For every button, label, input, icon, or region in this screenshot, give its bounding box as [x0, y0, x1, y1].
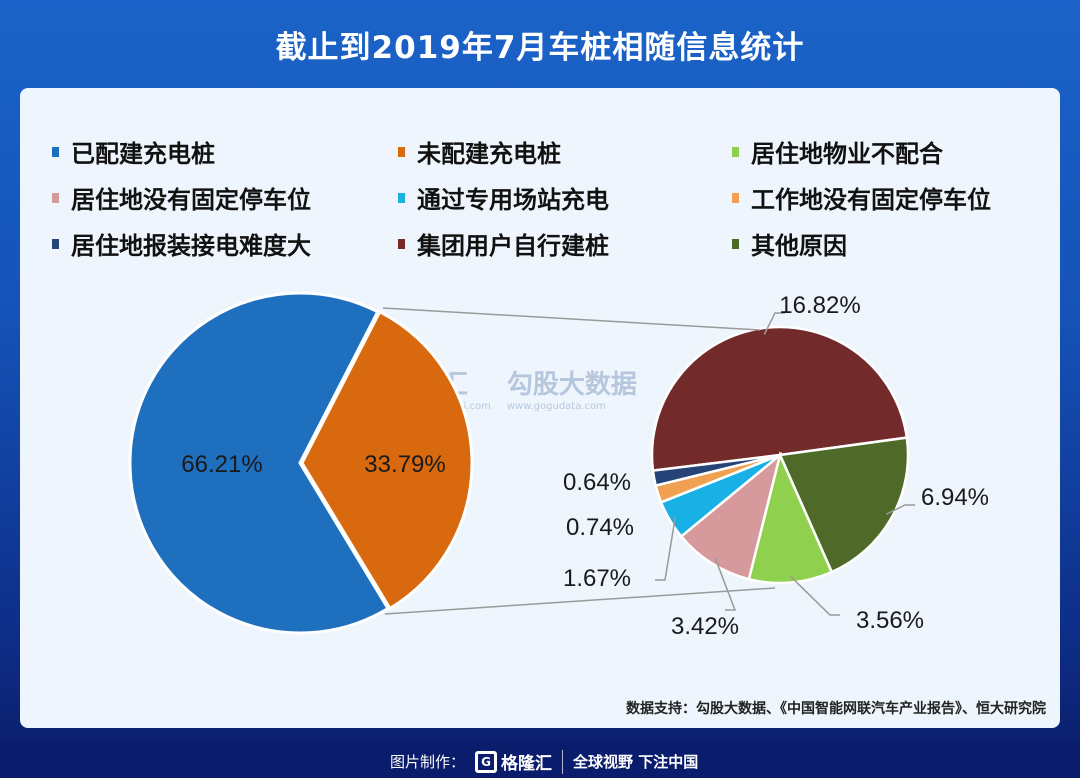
legend-item: 居住地没有固定停车位	[52, 180, 311, 215]
connector-line-bottom	[384, 587, 776, 615]
data-label: 33.79%	[364, 451, 445, 478]
legend-label: 工作地没有固定停车位	[751, 185, 991, 214]
pie-slice-居住地没有固定停车位	[679, 451, 783, 581]
legend-label: 其他原因	[751, 231, 847, 260]
legend-swatch	[398, 192, 405, 203]
pie-slice-居住地物业不配合	[747, 451, 834, 585]
watermark-url2: www.gogudata.com	[506, 401, 606, 412]
pie-slice-1	[300, 309, 474, 611]
legend-item: 工作地没有固定停车位	[732, 180, 991, 215]
legend-item: 集团用户自行建桩	[398, 226, 609, 261]
legend-item: 已配建充电桩	[52, 134, 215, 169]
legend-label: 居住地报装接电难度大	[71, 231, 311, 260]
legend-label: 集团用户自行建桩	[417, 231, 609, 260]
footer-label: 图片制作：	[390, 753, 466, 771]
data-label: 0.74%	[566, 514, 634, 541]
leader-line	[885, 504, 915, 515]
legend-swatch	[732, 192, 739, 203]
leader-line	[763, 312, 785, 335]
footer-divider	[562, 749, 564, 774]
connector-line-top	[382, 307, 761, 331]
legend-swatch	[732, 146, 739, 157]
legend-label: 已配建充电桩	[71, 139, 215, 168]
data-label: 66.21%	[181, 451, 262, 478]
logo-g-icon: G	[475, 750, 498, 773]
leader-line	[655, 516, 677, 581]
legend-item: 居住地报装接电难度大	[52, 226, 311, 261]
data-label: 3.42%	[671, 613, 739, 640]
legend-label: 居住地物业不配合	[751, 139, 943, 168]
data-label: 16.82%	[779, 292, 860, 319]
data-label: 6.94%	[921, 484, 989, 511]
legend-swatch	[732, 238, 739, 249]
legend-item: 通过专用场站充电	[398, 180, 609, 215]
pie-slice-集团用户自行建桩	[650, 325, 909, 472]
source-note: 数据支持：勾股大数据、《中国智能网联汽车产业报告》、恒大研究院	[626, 701, 1046, 717]
watermark-brand2: 勾股大数据	[506, 370, 637, 400]
legend-swatch	[398, 238, 405, 249]
legend-swatch	[398, 146, 405, 157]
pie-slice-0	[128, 291, 391, 635]
legend-swatch	[52, 192, 59, 203]
legend-swatch	[52, 146, 59, 157]
footer-logo: G 格隆汇	[475, 749, 552, 774]
data-label: 1.67%	[563, 565, 631, 592]
page-title: 截止到2019年7月车桩相随信息统计	[275, 30, 805, 66]
legend-swatch	[52, 238, 59, 249]
data-label: 3.56%	[856, 607, 924, 634]
legend-item: 未配建充电桩	[398, 134, 561, 169]
legend-label: 通过专用场站充电	[417, 185, 609, 214]
legend-label: 未配建充电桩	[417, 139, 561, 168]
leader-line	[789, 575, 840, 616]
legend-item: 其他原因	[732, 226, 847, 261]
pie-slice-其他原因	[778, 436, 910, 574]
pie-slice-居住地报装接电难度大	[651, 453, 781, 488]
legend-label: 居住地没有固定停车位	[71, 185, 311, 214]
footer: 图片制作： G 格隆汇 全球视野 下注中国	[0, 740, 1080, 778]
leader-line	[714, 557, 737, 611]
legend-item: 居住地物业不配合	[732, 134, 943, 169]
data-label: 0.64%	[563, 469, 631, 496]
footer-slogan: 全球视野 下注中国	[573, 753, 699, 771]
